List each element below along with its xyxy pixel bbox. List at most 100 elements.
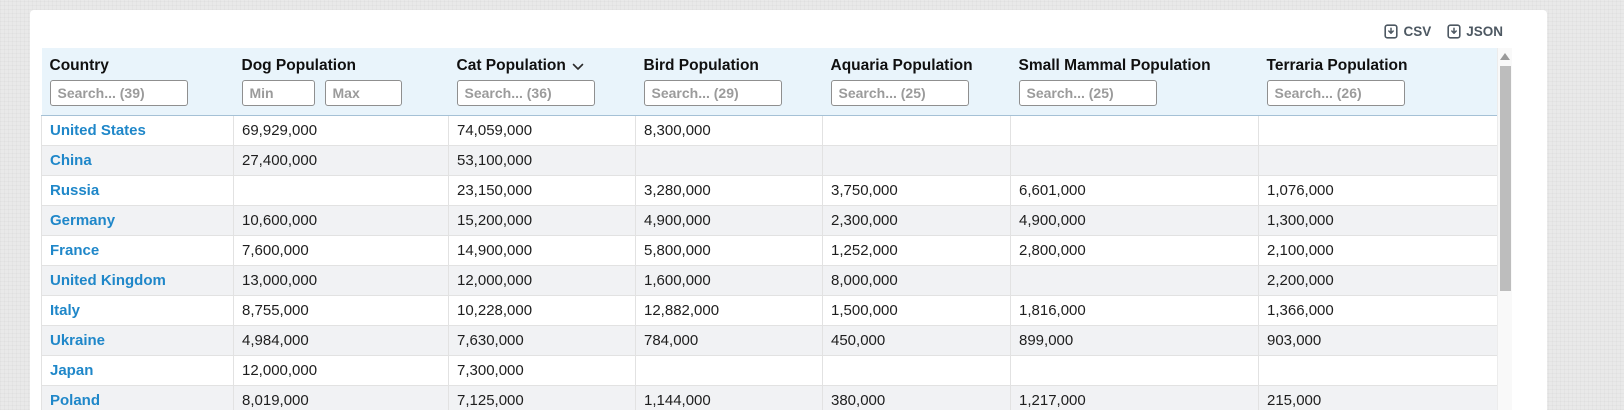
table-row: Russia 23,150,000 3,280,000 3,750,000 6,601,… [41,175,1498,206]
country-link[interactable]: Italy [50,302,81,319]
column-sort-button[interactable]: Dog Population [242,57,441,75]
column-header-label: Cat Population [456,57,566,74]
population-cell [233,175,449,206]
file-download-icon [1384,24,1399,39]
country-link[interactable]: France [50,242,100,259]
column-header-label: Bird Population [643,57,759,74]
population-cell: 5,800,000 [635,235,823,266]
table-scroll-container: Country Dog Population Cat Population Bird … [41,48,1512,410]
population-cell [1010,115,1259,146]
table-row: Ukraine 4,984,000 7,630,000 784,000 450,000 8… [41,325,1498,356]
column-filter-row [830,80,1003,106]
column-filter-row [1266,80,1490,106]
country-cell: Russia [41,175,234,206]
country-link[interactable]: Japan [50,362,94,379]
search-filter-input[interactable] [49,80,188,106]
column-header-small-mammal-population: Small Mammal Population [1010,48,1259,116]
population-cell [822,115,1011,146]
country-cell: Italy [41,295,234,326]
country-link[interactable]: United States [50,122,146,139]
column-sort-button[interactable]: Terraria Population [1267,57,1490,75]
population-cell: 27,400,000 [233,145,449,176]
population-cell: 3,750,000 [822,175,1011,206]
country-link[interactable]: Ukraine [50,332,106,349]
population-cell: 7,600,000 [233,235,449,266]
population-cell: 14,900,000 [448,235,636,266]
country-link[interactable]: United Kingdom [50,272,166,289]
population-cell: 3,280,000 [635,175,823,206]
export-bar: CSV JSON [1384,24,1503,39]
column-sort-button[interactable]: Small Mammal Population [1019,57,1251,75]
table-row: Germany 10,600,000 15,200,000 4,900,000 2,30… [41,205,1498,236]
table-row: United Kingdom 13,000,000 12,000,000 1,600,… [41,265,1498,296]
population-cell: 1,144,000 [635,385,823,410]
column-sort-button[interactable]: Aquaria Population [831,57,1003,75]
chevron-down-icon [572,63,584,71]
population-cell: 1,252,000 [822,235,1011,266]
export-csv-label: CSV [1403,24,1432,39]
column-header-bird-population: Bird Population [635,48,823,116]
column-header-terraria-population: Terraria Population [1258,48,1498,116]
population-cell: 450,000 [822,325,1011,356]
population-cell: 8,019,000 [233,385,449,410]
population-cell [1010,355,1259,386]
search-filter-input[interactable] [643,80,782,106]
min-filter-input[interactable] [241,80,315,106]
max-filter-input[interactable] [324,80,402,106]
country-cell: United Kingdom [41,265,234,296]
population-cell: 12,000,000 [448,265,636,296]
country-cell: China [41,145,234,176]
population-cell: 6,601,000 [1010,175,1259,206]
column-header-dog-population: Dog Population [233,48,449,116]
population-cell [635,355,823,386]
search-filter-input[interactable] [1266,80,1405,106]
column-sort-button[interactable]: Bird Population [644,57,815,75]
population-cell: 4,900,000 [635,205,823,236]
population-table: Country Dog Population Cat Population Bird … [41,48,1498,410]
population-cell: 1,217,000 [1010,385,1259,410]
column-sort-button[interactable]: Cat Population [457,57,628,75]
population-cell: 8,755,000 [233,295,449,326]
column-filter-row [1018,80,1251,106]
export-json-button[interactable]: JSON [1447,24,1503,39]
country-cell: Poland [41,385,234,410]
country-cell: Japan [41,355,234,386]
population-cell [1258,145,1498,176]
country-link[interactable]: Germany [50,212,116,229]
country-link[interactable]: Poland [50,392,101,409]
country-cell: Germany [41,205,234,236]
population-cell: 1,816,000 [1010,295,1259,326]
country-link[interactable]: China [50,152,92,169]
population-cell [635,145,823,176]
population-cell: 2,800,000 [1010,235,1259,266]
search-filter-input[interactable] [1018,80,1157,106]
population-cell: 69,929,000 [233,115,449,146]
population-cell [1258,355,1498,386]
population-cell: 13,000,000 [233,265,449,296]
population-cell [1258,115,1498,146]
population-cell: 1,366,000 [1258,295,1498,326]
population-cell [1010,265,1259,296]
scrollbar-up-arrow-icon[interactable] [1500,53,1510,60]
search-filter-input[interactable] [830,80,969,106]
population-cell: 1,500,000 [822,295,1011,326]
scrollbar-thumb[interactable] [1500,66,1511,291]
export-json-label: JSON [1466,24,1503,39]
population-cell: 1,300,000 [1258,205,1498,236]
column-header-cat-population: Cat Population [448,48,636,116]
country-cell: Ukraine [41,325,234,356]
table-row: China 27,400,000 53,100,000 [41,145,1498,176]
population-cell [822,145,1011,176]
column-header-country: Country [41,48,234,116]
search-filter-input[interactable] [456,80,595,106]
country-link[interactable]: Russia [50,182,100,199]
vertical-scrollbar[interactable] [1497,48,1512,410]
population-cell: 7,630,000 [448,325,636,356]
population-cell: 2,100,000 [1258,235,1498,266]
population-cell: 4,900,000 [1010,205,1259,236]
population-cell: 12,882,000 [635,295,823,326]
column-sort-button[interactable]: Country [50,57,226,75]
export-csv-button[interactable]: CSV [1384,24,1431,39]
column-header-aquaria-population: Aquaria Population [822,48,1011,116]
population-cell: 903,000 [1258,325,1498,356]
